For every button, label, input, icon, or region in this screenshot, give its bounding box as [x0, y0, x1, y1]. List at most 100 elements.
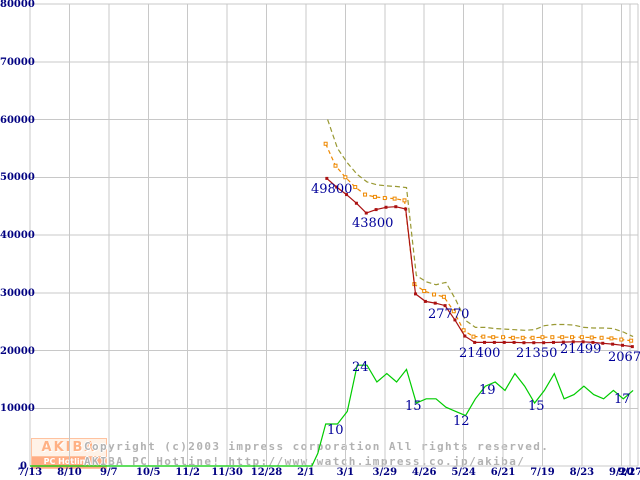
marker-lowest-price [364, 211, 368, 215]
x-axis-label: 9/7 [100, 467, 118, 478]
y-axis-label: 80000 [0, 0, 35, 10]
marker-average-price [589, 335, 594, 340]
marker-average-price [363, 192, 368, 197]
data-point-label: 17 [614, 392, 631, 407]
marker-lowest-price [453, 318, 457, 322]
x-axis-label: 3/1 [336, 467, 355, 478]
marker-lowest-price [345, 193, 349, 197]
y-axis-label: 20000 [0, 345, 35, 357]
series-average-price [325, 143, 632, 342]
data-point-label: 27770 [428, 307, 470, 322]
y-axis-label: 60000 [0, 114, 35, 126]
marker-lowest-price [414, 292, 418, 296]
marker-lowest-price [551, 340, 555, 344]
marker-average-price [501, 335, 506, 340]
marker-lowest-price [532, 341, 536, 345]
marker-average-price [422, 289, 427, 294]
marker-average-price [471, 334, 476, 339]
marker-average-price [550, 335, 555, 340]
marker-lowest-price [561, 340, 565, 344]
data-point-label: 24 [352, 360, 369, 375]
marker-lowest-price [394, 205, 398, 209]
marker-average-price [491, 335, 496, 340]
marker-lowest-price [630, 345, 634, 349]
marker-average-price [510, 335, 515, 340]
data-point-label: 43800 [352, 216, 394, 231]
marker-lowest-price [354, 201, 358, 205]
x-axis-label: 7/13 [17, 467, 43, 478]
y-axis-label: 70000 [0, 56, 35, 68]
marker-lowest-price [443, 304, 447, 308]
x-axis-label: 4/26 [411, 467, 437, 478]
data-point-label: 10 [327, 423, 344, 438]
marker-average-price [441, 294, 446, 299]
marker-lowest-price [374, 208, 378, 212]
marker-average-price [599, 335, 604, 340]
marker-average-price [392, 196, 397, 201]
marker-lowest-price [522, 341, 526, 345]
data-point-label: 19 [479, 383, 496, 398]
marker-lowest-price [611, 342, 615, 346]
marker-lowest-price [512, 340, 516, 344]
marker-average-price [343, 175, 348, 180]
marker-lowest-price [384, 205, 388, 209]
marker-average-price [323, 141, 328, 146]
marker-lowest-price [325, 176, 329, 180]
marker-lowest-price [473, 340, 477, 344]
marker-lowest-price [591, 340, 595, 344]
marker-average-price [530, 335, 535, 340]
marker-average-price [579, 335, 584, 340]
marker-lowest-price [571, 340, 575, 344]
x-axis-label: 11/30 [211, 467, 243, 478]
marker-lowest-price [404, 207, 408, 211]
data-point-label: 15 [528, 399, 545, 414]
marker-lowest-price [483, 340, 487, 344]
marker-average-price [540, 335, 545, 340]
marker-lowest-price [542, 341, 546, 345]
marker-average-price [353, 185, 358, 190]
x-axis-label: 6/21 [490, 467, 516, 478]
series-shop-count [30, 364, 634, 467]
marker-lowest-price [581, 340, 585, 344]
marker-lowest-price [423, 299, 427, 303]
data-point-label: 49800 [311, 182, 353, 197]
y-axis-label: 30000 [0, 287, 35, 299]
marker-average-price [432, 292, 437, 297]
data-point-label: 21400 [459, 346, 501, 361]
series-lowest-price [326, 177, 633, 348]
marker-average-price [461, 328, 466, 333]
y-axis-label: 0 [20, 461, 27, 472]
marker-lowest-price [620, 343, 624, 347]
data-point-label: 20670 [608, 350, 640, 365]
y-axis-label: 40000 [0, 230, 35, 241]
marker-average-price [333, 163, 338, 168]
x-axis-label: 5/24 [451, 467, 476, 478]
marker-average-price [570, 335, 575, 340]
marker-lowest-price [463, 334, 467, 338]
marker-average-price [560, 335, 565, 340]
y-axis-label: 10000 [0, 403, 35, 415]
copyright-line: Copyright (c)2003 impress corporation Al… [84, 440, 550, 453]
marker-lowest-price [335, 185, 339, 189]
marker-average-price [520, 335, 525, 340]
marker-average-price [402, 198, 407, 203]
marker-lowest-price [492, 340, 496, 344]
data-point-label: 12 [453, 414, 470, 429]
marker-average-price [481, 334, 486, 339]
x-axis-label: 7/19 [530, 467, 555, 478]
data-point-label: 21499 [560, 342, 602, 357]
marker-average-price [451, 309, 456, 314]
x-axis-label: 11/2 [175, 467, 200, 478]
marker-lowest-price [502, 340, 506, 344]
x-axis-label: 10/5 [135, 467, 161, 478]
data-point-label: 15 [405, 399, 422, 414]
marker-average-price [629, 338, 634, 343]
marker-average-price [372, 194, 377, 199]
marker-average-price [382, 196, 387, 201]
site-url-line: AKIBA PC Hotline! http://www.watch.impre… [84, 455, 526, 468]
x-axis-label: 9/27 [617, 467, 640, 478]
x-axis-label: 8/10 [57, 467, 82, 478]
